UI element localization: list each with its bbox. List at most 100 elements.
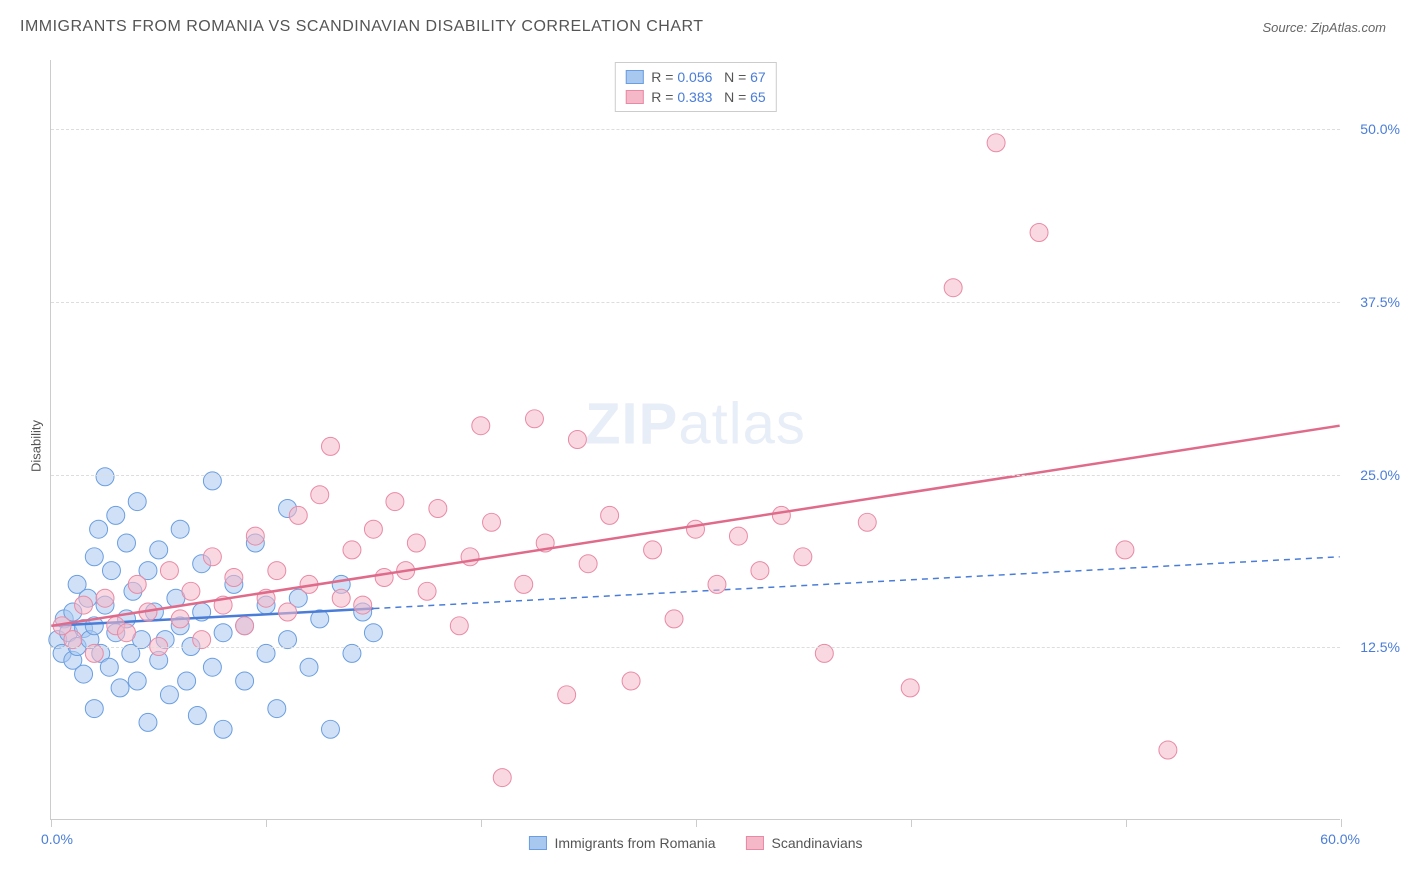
data-point <box>708 575 726 593</box>
source-label: Source: ZipAtlas.com <box>1262 20 1386 35</box>
data-point <box>987 134 1005 152</box>
data-point <box>139 713 157 731</box>
data-point <box>364 624 382 642</box>
data-point <box>102 562 120 580</box>
data-point <box>1030 224 1048 242</box>
data-point <box>171 610 189 628</box>
data-point <box>386 493 404 511</box>
data-point <box>150 541 168 559</box>
xtick <box>266 819 267 827</box>
ytick-label: 25.0% <box>1345 467 1400 483</box>
gridline <box>51 647 1340 648</box>
data-point <box>450 617 468 635</box>
data-point <box>225 569 243 587</box>
scatter-svg <box>51 60 1340 819</box>
data-point <box>472 417 490 435</box>
data-point <box>85 548 103 566</box>
data-point <box>483 513 501 531</box>
y-axis-label: Disability <box>29 420 44 472</box>
legend-label: Immigrants from Romania <box>554 835 715 851</box>
gridline <box>51 475 1340 476</box>
chart-title: IMMIGRANTS FROM ROMANIA VS SCANDINAVIAN … <box>20 18 704 36</box>
data-point <box>901 679 919 697</box>
xtick <box>51 819 52 827</box>
ytick-label: 12.5% <box>1345 639 1400 655</box>
data-point <box>321 437 339 455</box>
data-point <box>75 665 93 683</box>
data-point <box>111 679 129 697</box>
data-point <box>364 520 382 538</box>
data-point <box>729 527 747 545</box>
data-point <box>193 631 211 649</box>
r-legend-row: R = 0.056 N = 67 <box>625 67 765 87</box>
data-point <box>203 658 221 676</box>
plot-area: ZIPatlas R = 0.056 N = 67 R = 0.383 N = … <box>50 60 1340 820</box>
data-point <box>751 562 769 580</box>
data-point <box>279 603 297 621</box>
data-point <box>493 769 511 787</box>
ytick-label: 37.5% <box>1345 294 1400 310</box>
data-point <box>289 506 307 524</box>
data-point <box>188 707 206 725</box>
r-label: R = 0.056 N = 67 <box>651 69 765 85</box>
data-point <box>268 562 286 580</box>
swatch-icon <box>745 836 763 850</box>
data-point <box>214 720 232 738</box>
data-point <box>525 410 543 428</box>
xtick <box>696 819 697 827</box>
xtick-min: 0.0% <box>41 831 73 847</box>
data-point <box>311 486 329 504</box>
data-point <box>1116 541 1134 559</box>
data-point <box>644 541 662 559</box>
legend-item: Immigrants from Romania <box>528 835 715 851</box>
series-legend: Immigrants from Romania Scandinavians <box>528 835 862 851</box>
data-point <box>160 686 178 704</box>
gridline <box>51 129 1340 130</box>
data-point <box>118 624 136 642</box>
r-label: R = 0.383 N = 65 <box>651 89 765 105</box>
data-point <box>772 506 790 524</box>
data-point <box>128 575 146 593</box>
data-point <box>128 493 146 511</box>
data-point <box>107 506 125 524</box>
data-point <box>279 631 297 649</box>
data-point <box>944 279 962 297</box>
data-point <box>268 700 286 718</box>
data-point <box>128 672 146 690</box>
data-point <box>429 500 447 518</box>
xtick-max: 60.0% <box>1320 831 1360 847</box>
data-point <box>321 720 339 738</box>
gridline <box>51 302 1340 303</box>
xtick <box>1126 819 1127 827</box>
data-point <box>64 631 82 649</box>
data-point <box>794 548 812 566</box>
data-point <box>118 534 136 552</box>
xtick <box>911 819 912 827</box>
data-point <box>236 672 254 690</box>
xtick <box>481 819 482 827</box>
data-point <box>75 596 93 614</box>
ytick-label: 50.0% <box>1345 121 1400 137</box>
data-point <box>579 555 597 573</box>
xtick <box>1341 819 1342 827</box>
data-point <box>332 589 350 607</box>
data-point <box>375 569 393 587</box>
data-point <box>568 431 586 449</box>
data-point <box>343 541 361 559</box>
data-point <box>85 700 103 718</box>
data-point <box>622 672 640 690</box>
data-point <box>236 617 254 635</box>
data-point <box>461 548 479 566</box>
data-point <box>601 506 619 524</box>
data-point <box>100 658 118 676</box>
legend-item: Scandinavians <box>745 835 862 851</box>
data-point <box>96 589 114 607</box>
data-point <box>96 468 114 486</box>
data-point <box>178 672 196 690</box>
trend-line <box>51 426 1339 626</box>
data-point <box>558 686 576 704</box>
data-point <box>203 548 221 566</box>
swatch-icon <box>528 836 546 850</box>
data-point <box>407 534 425 552</box>
data-point <box>246 527 264 545</box>
